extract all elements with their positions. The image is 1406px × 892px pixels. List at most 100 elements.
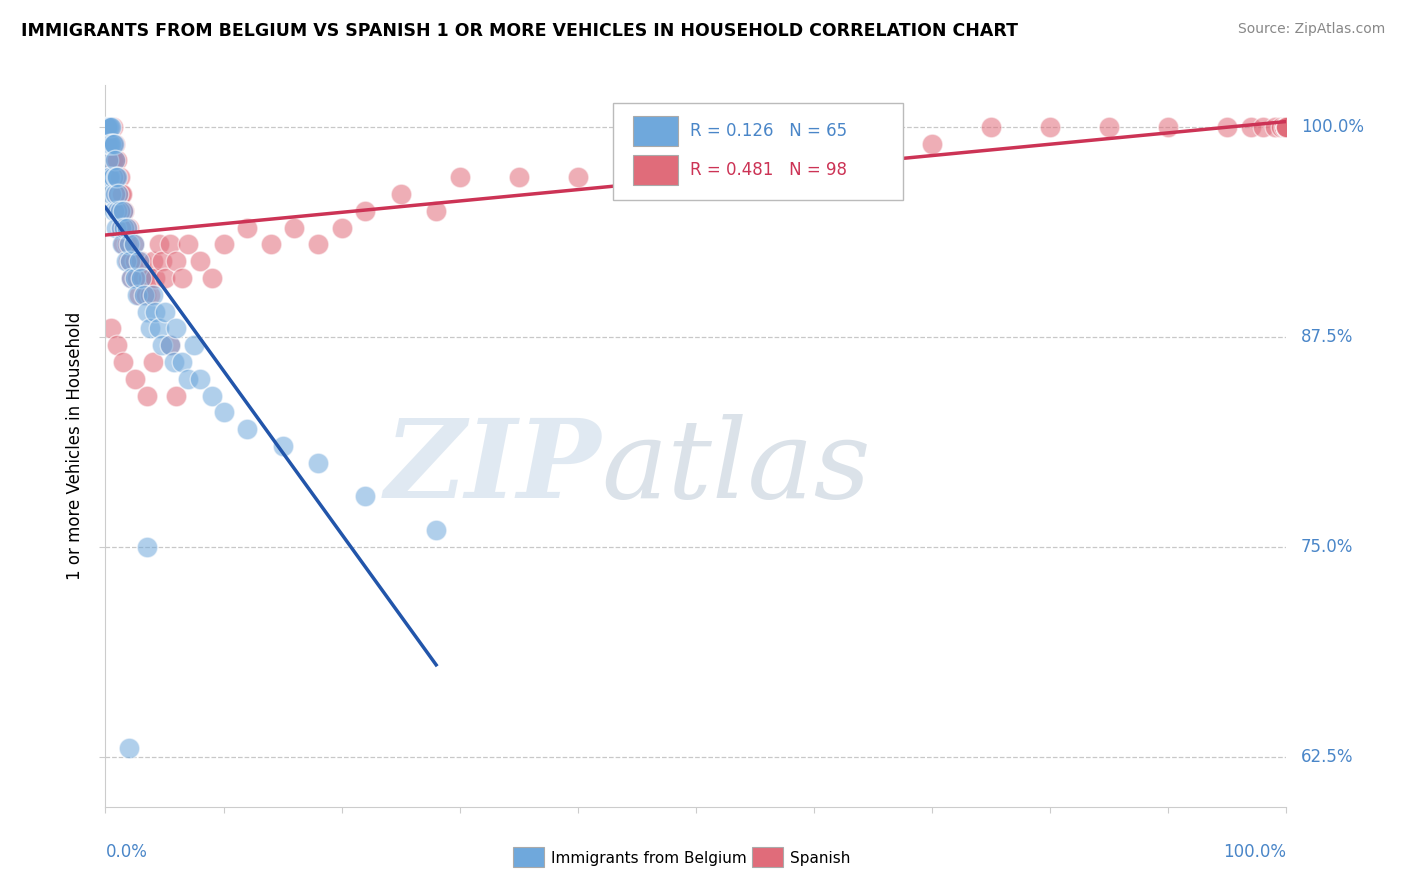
Point (626, 153, 648, 168)
Point (1275, 120, 1298, 134)
Point (103, 136, 125, 151)
Point (101, 136, 124, 151)
Point (101, 170, 124, 185)
Point (389, 186, 412, 201)
Point (103, 136, 125, 151)
Point (201, 271, 224, 285)
Point (98, 120, 121, 134)
Point (122, 237, 145, 252)
Point (98, 120, 121, 134)
Point (139, 287, 162, 301)
Text: 0.0%: 0.0% (105, 844, 148, 862)
Point (112, 237, 135, 252)
Point (744, 153, 766, 168)
Point (97, 120, 120, 134)
Point (1275, 120, 1298, 134)
Point (1275, 120, 1298, 134)
Point (98, 136, 121, 151)
Point (104, 153, 127, 168)
Point (96, 120, 118, 134)
Point (124, 271, 146, 285)
FancyBboxPatch shape (613, 103, 903, 201)
Point (128, 254, 150, 268)
Text: 100.0%: 100.0% (1223, 844, 1286, 862)
Point (508, 170, 530, 185)
Point (114, 254, 136, 268)
Bar (633, 155, 678, 186)
Point (96, 120, 118, 134)
Point (177, 237, 200, 252)
Point (111, 220, 134, 235)
Text: 75.0%: 75.0% (1301, 538, 1353, 556)
Point (112, 355, 135, 369)
Point (132, 271, 155, 285)
Point (100, 136, 122, 151)
Point (150, 254, 173, 268)
Point (97, 153, 120, 168)
Point (148, 321, 170, 335)
Point (112, 220, 135, 235)
Point (142, 355, 165, 369)
Point (129, 254, 152, 268)
Point (142, 254, 165, 268)
Point (97, 120, 120, 134)
Point (1270, 120, 1292, 134)
Point (1251, 120, 1274, 134)
Point (153, 304, 176, 318)
Point (103, 170, 125, 185)
Point (1157, 120, 1180, 134)
Point (98, 136, 121, 151)
Point (142, 287, 165, 301)
Text: ZIP: ZIP (385, 414, 602, 522)
Text: 100.0%: 100.0% (1301, 118, 1364, 136)
Point (120, 271, 142, 285)
Text: 62.5%: 62.5% (1301, 747, 1353, 766)
Point (165, 254, 187, 268)
Point (148, 237, 170, 252)
Point (153, 271, 176, 285)
Point (921, 136, 943, 151)
Point (127, 287, 149, 301)
Point (100, 120, 122, 134)
Point (159, 338, 181, 352)
Point (135, 388, 157, 402)
Point (236, 422, 259, 436)
Point (980, 120, 1002, 134)
Point (96, 120, 118, 134)
Point (96, 136, 118, 151)
Point (105, 186, 128, 201)
Text: Source: ZipAtlas.com: Source: ZipAtlas.com (1237, 22, 1385, 37)
Point (98, 120, 121, 134)
Point (1275, 120, 1298, 134)
Point (212, 237, 235, 252)
Point (862, 136, 884, 151)
Point (120, 254, 142, 268)
Point (188, 372, 211, 386)
Text: R = 0.481   N = 98: R = 0.481 N = 98 (690, 161, 846, 179)
Point (307, 456, 329, 470)
Point (449, 170, 471, 185)
Point (101, 120, 124, 134)
Point (150, 338, 173, 352)
Point (98, 153, 121, 168)
Point (110, 220, 132, 235)
Point (118, 220, 141, 235)
Point (107, 186, 129, 201)
Point (100, 120, 122, 134)
Point (117, 254, 139, 268)
Text: 87.5%: 87.5% (1301, 327, 1353, 346)
Point (803, 136, 825, 151)
Point (134, 287, 156, 301)
Point (111, 186, 134, 201)
Point (115, 220, 138, 235)
Point (165, 388, 187, 402)
Point (120, 254, 142, 268)
Point (283, 220, 305, 235)
Point (105, 153, 128, 168)
Point (172, 355, 194, 369)
Text: Immigrants from Belgium: Immigrants from Belgium (551, 851, 747, 865)
Point (103, 203, 125, 218)
Point (129, 271, 152, 285)
Point (139, 321, 162, 335)
Point (307, 237, 329, 252)
